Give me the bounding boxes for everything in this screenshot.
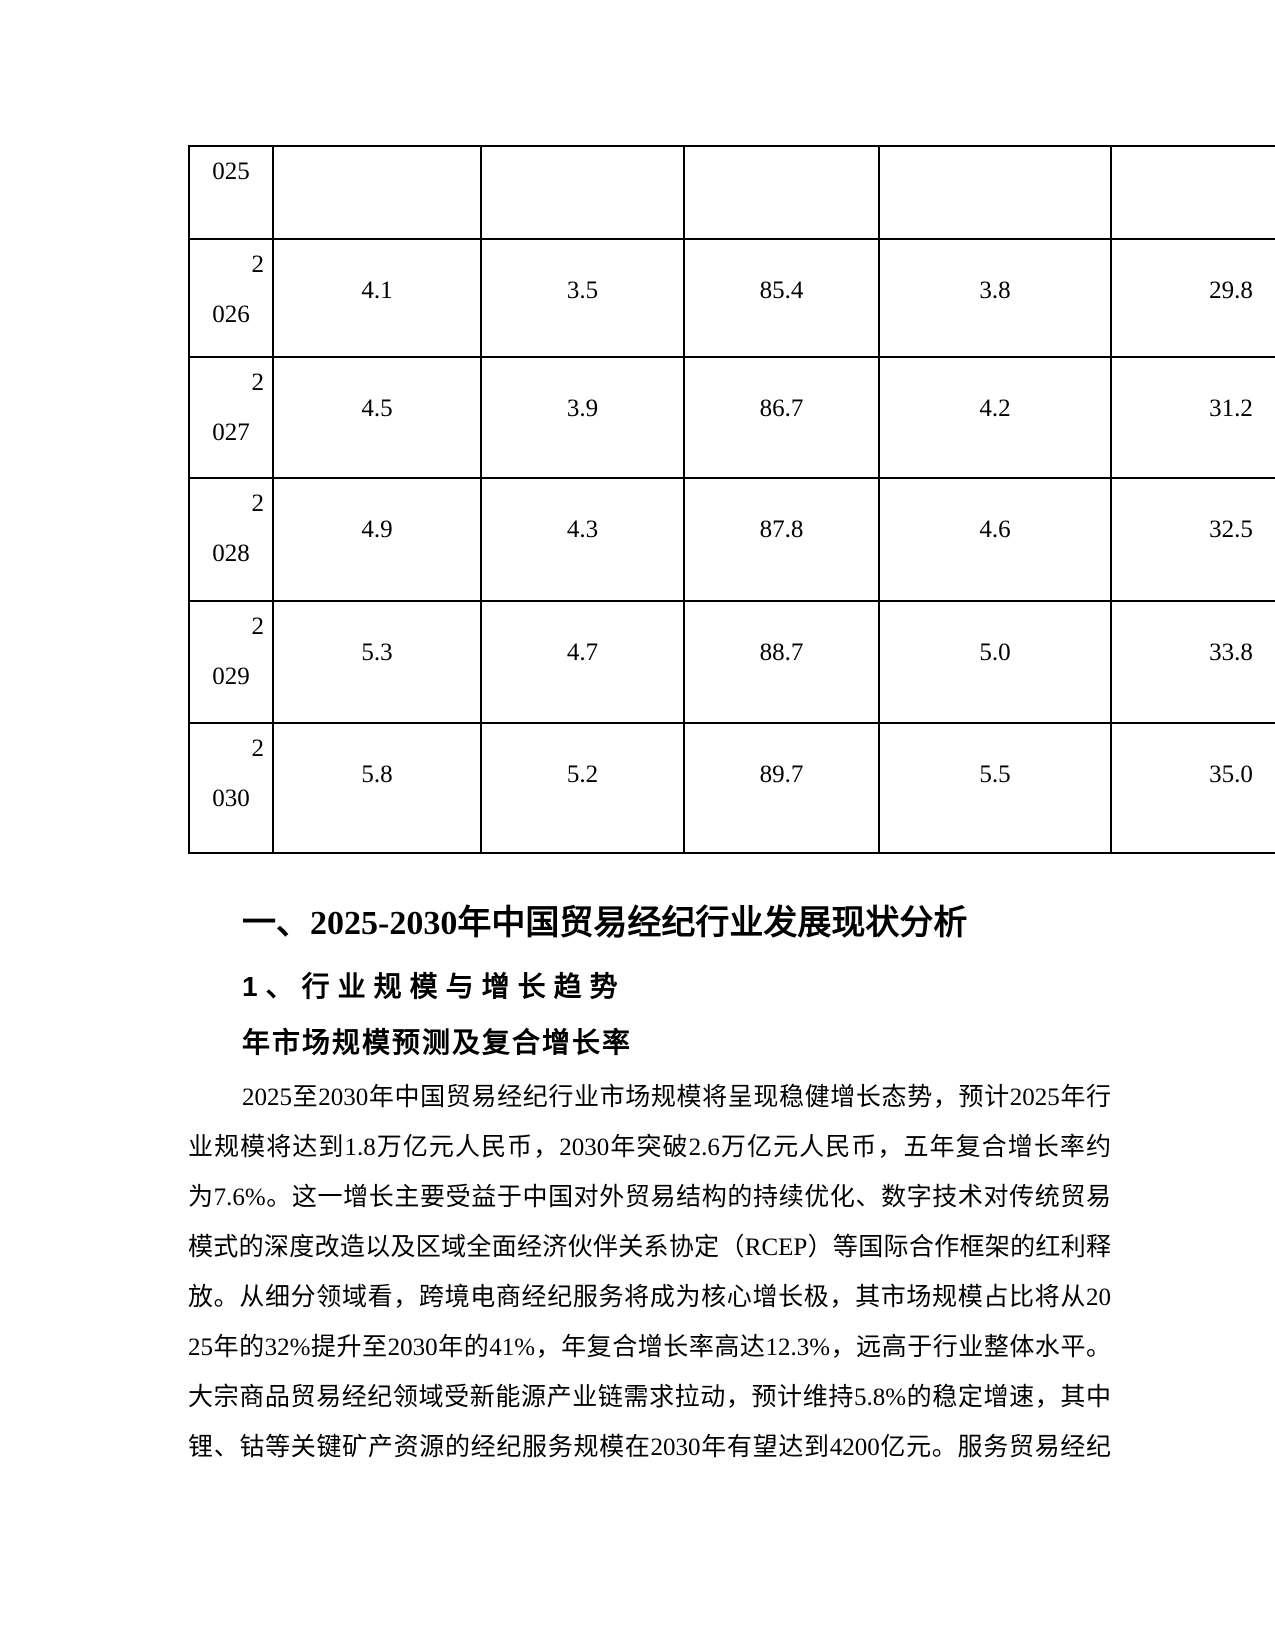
paragraph-line: 业规模将达到1.8万亿元人民币，2030年突破2.6万亿元人民币，五年复合增长率…: [188, 1134, 1111, 1161]
table-row: 2 027 4.5 3.9 86.7 4.2 31.2: [188, 356, 1275, 479]
year-cell: 2 029: [188, 600, 274, 724]
cell-value: 3.9: [566, 395, 599, 422]
year-line: 028: [212, 540, 250, 567]
cell-value: 3.5: [566, 277, 599, 304]
value-cell: 87.8: [683, 477, 880, 602]
value-cell: 4.9: [272, 477, 482, 602]
cell-value: 5.8: [361, 761, 393, 788]
cell-value: 29.8: [1209, 277, 1253, 304]
table-row: 2 028 4.9 4.3 87.8 4.6 32.5: [188, 477, 1275, 602]
value-cell: [878, 145, 1112, 240]
cell-value: 4.3: [566, 516, 599, 543]
cell-value: 33.8: [1209, 639, 1253, 666]
value-cell: [683, 145, 880, 240]
cell-value: 5.5: [979, 761, 1011, 788]
year-line: 026: [212, 301, 250, 328]
table-row: 025: [188, 145, 1275, 240]
cell-value: 35.0: [1209, 761, 1253, 788]
value-cell: 89.7: [683, 722, 880, 854]
year-cell: 2 026: [188, 238, 274, 358]
cell-value: [275, 173, 479, 223]
sub-subsection-heading: 年市场规模预测及复合增长率: [242, 1027, 633, 1058]
value-cell: [272, 145, 482, 240]
cell-value: 4.9: [361, 516, 393, 543]
paragraph-line: 25年的32%提升至2030年的41%，年复合增长率高达12.3%，远高于行业整…: [188, 1334, 1111, 1361]
year-line: 025: [212, 158, 250, 185]
value-cell: 85.4: [683, 238, 880, 358]
paragraph-line: 2025至2030年中国贸易经纪行业市场规模将呈现稳健增长态势，预计2025年行: [242, 1084, 1111, 1111]
cell-value: 4.2: [979, 395, 1011, 422]
value-cell: 5.8: [272, 722, 482, 854]
section-heading: 一、2025-2030年中国贸易经纪行业发展现状分析: [242, 905, 968, 942]
cell-value: 32.5: [1209, 516, 1253, 543]
cell-value: 86.7: [759, 395, 804, 422]
value-cell: [1110, 145, 1275, 240]
year-cell: 025: [188, 145, 274, 240]
value-cell: 5.3: [272, 600, 482, 724]
year-line: 030: [212, 785, 250, 812]
cell-value: 5.2: [566, 761, 599, 788]
value-cell: 86.7: [683, 356, 880, 479]
value-cell: 35.0: [1110, 722, 1275, 854]
table-row: 2 030 5.8 5.2 89.7 5.5 35.0: [188, 722, 1275, 854]
value-cell: 33.8: [1110, 600, 1275, 724]
data-table: 025 2 026 4.1 3.5 85.4 3.8 29.8 2 027 4.…: [188, 145, 1275, 854]
table-row: 2 026 4.1 3.5 85.4 3.8 29.8: [188, 238, 1275, 358]
table-row: 2 029 5.3 4.7 88.7 5.0 33.8: [188, 600, 1275, 724]
value-cell: 32.5: [1110, 477, 1275, 602]
paragraph-line: 锂、钴等关键矿产资源的经纪服务规模在2030年有望达到4200亿元。服务贸易经纪: [188, 1434, 1111, 1461]
subsection-heading: 1、行业规模与增长趋势: [242, 971, 626, 1002]
value-cell: 4.3: [480, 477, 685, 602]
paragraph-line: 放。从细分领域看，跨境电商经纪服务将成为核心增长极，其市场规模占比将从20: [188, 1284, 1111, 1311]
value-cell: 4.1: [272, 238, 482, 358]
cell-value: 3.8: [979, 277, 1011, 304]
cell-value: 4.6: [979, 516, 1011, 543]
cell-value: [881, 173, 1109, 223]
year-cell: 2 027: [188, 356, 274, 479]
paragraph-line: 为7.6%。这一增长主要受益于中国对外贸易结构的持续优化、数字技术对传统贸易: [188, 1184, 1111, 1211]
cell-value: 87.8: [759, 516, 804, 543]
cell-value: 89.7: [759, 761, 804, 788]
year-cell: 2 028: [188, 477, 274, 602]
cell-value: 4.7: [566, 639, 599, 666]
value-cell: 4.7: [480, 600, 685, 724]
value-cell: 3.9: [480, 356, 685, 479]
paragraph-line: 模式的深度改造以及区域全面经济伙伴关系协定（RCEP）等国际合作框架的红利释: [188, 1234, 1111, 1261]
year-line: 2: [251, 735, 265, 762]
year-line: 2: [251, 251, 265, 278]
value-cell: 88.7: [683, 600, 880, 724]
cell-value: 31.2: [1209, 395, 1253, 422]
year-line: 029: [212, 663, 250, 690]
cell-value: [686, 173, 877, 223]
year-line: 2: [251, 369, 265, 396]
value-cell: 29.8: [1110, 238, 1275, 358]
cell-value: [1113, 173, 1275, 223]
cell-value: [483, 173, 682, 223]
value-cell: 4.6: [878, 477, 1112, 602]
value-cell: 31.2: [1110, 356, 1275, 479]
year-line: 2: [251, 490, 265, 517]
value-cell: 3.8: [878, 238, 1112, 358]
cell-value: 5.0: [979, 639, 1011, 666]
value-cell: [480, 145, 685, 240]
value-cell: 5.0: [878, 600, 1112, 724]
cell-value: 5.3: [361, 639, 393, 666]
year-line: 027: [212, 419, 250, 446]
value-cell: 4.5: [272, 356, 482, 479]
value-cell: 5.2: [480, 722, 685, 854]
value-cell: 5.5: [878, 722, 1112, 854]
paragraph-line: 大宗商品贸易经纪领域受新能源产业链需求拉动，预计维持5.8%的稳定增速，其中: [188, 1384, 1111, 1411]
cell-value: 4.1: [361, 277, 393, 304]
cell-value: 88.7: [759, 639, 804, 666]
value-cell: 4.2: [878, 356, 1112, 479]
cell-value: 85.4: [759, 277, 804, 304]
year-line: 2: [251, 613, 265, 640]
cell-value: 4.5: [361, 395, 393, 422]
body-paragraph: 2025至2030年中国贸易经纪行业市场规模将呈现稳健增长态势，预计2025年行…: [188, 1073, 1111, 1473]
year-cell: 2 030: [188, 722, 274, 854]
value-cell: 3.5: [480, 238, 685, 358]
